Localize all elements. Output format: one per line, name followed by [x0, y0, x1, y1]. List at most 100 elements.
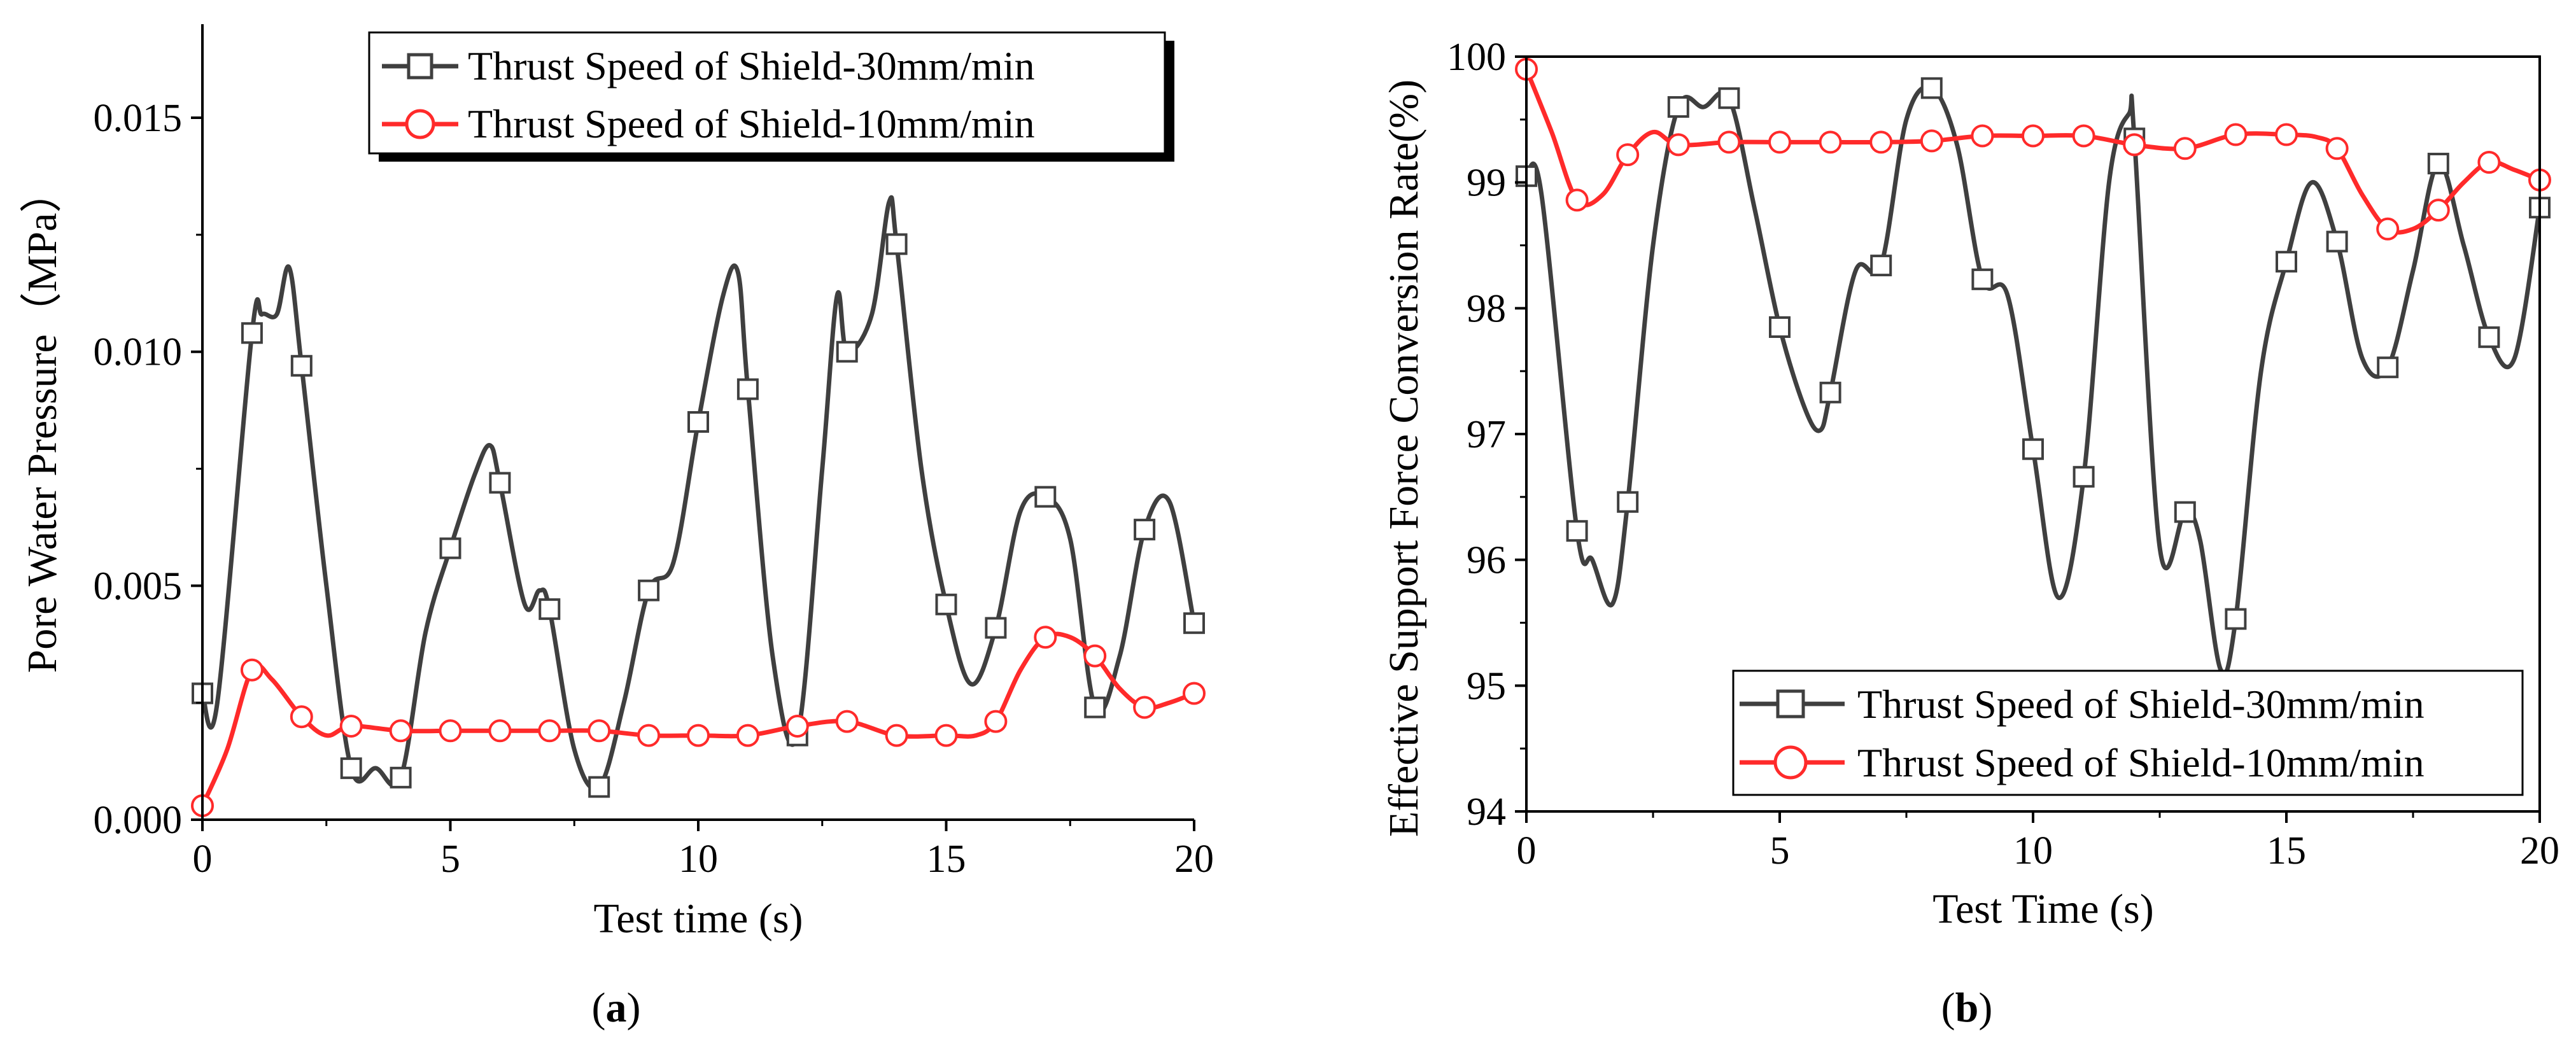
chart-b-series-1-point-7	[1869, 130, 1893, 154]
chart-a-series-1-point-16	[984, 710, 1008, 733]
chart-a-series-0-point-9	[638, 579, 660, 601]
chart-b-series-0-point-13	[2174, 501, 2196, 523]
chart-b-series-1-point-14	[2224, 123, 2248, 146]
chart-a-series-0-point-3	[340, 757, 362, 780]
chart-b-x-tick-label-2: 10	[2013, 829, 2053, 873]
chart-a-legend-marker-10	[405, 109, 435, 139]
chart-a-panel-label-open: (	[592, 985, 606, 1031]
chart-a-series-1-point-12	[785, 714, 809, 738]
chart-a-y-tick-label-1: 0.005	[94, 565, 183, 608]
chart-b-series-0-point-14	[2225, 608, 2247, 630]
chart-b-series-1-point-5	[1768, 130, 1791, 154]
chart-b-series-1-point-6	[1819, 130, 1842, 154]
chart-b-y-tick-label-4: 98	[1467, 287, 1506, 330]
chart-a-legend-label-30: Thrust Speed of Shield-30mm/min	[468, 43, 1035, 88]
chart-b-series-1-point-9	[1971, 124, 1994, 148]
chart-a-series-0-point-17	[1034, 486, 1057, 508]
chart-b-series-layer	[1515, 57, 2551, 677]
chart-b-series-1-point-1	[1565, 188, 1589, 212]
chart-a-series-1-point-2	[290, 705, 313, 729]
chart-a-y-axis-title: Pore Water Pressure（MPa）	[19, 171, 66, 673]
chart-a-series-0-point-14	[885, 233, 908, 255]
chart-a-series-1-point-20	[1183, 682, 1206, 705]
chart-b-series-1-point-17	[2376, 217, 2400, 241]
chart-b-y-tick-label-6: 100	[1447, 36, 1506, 79]
chart-b-legend-marker-30	[1776, 689, 1805, 719]
chart-b-series-1-point-11	[2072, 124, 2095, 148]
chart-b-series-0-point-19	[2478, 326, 2500, 348]
chart-a-x-tick-label-3: 15	[927, 838, 966, 881]
chart-a-x-tick-label-0: 0	[193, 838, 213, 881]
chart-b-y-tick-label-3: 97	[1467, 413, 1506, 456]
chart-a-legend-marker-30	[407, 53, 433, 80]
chart-b-legend-box	[1732, 670, 2524, 796]
chart-b-series-1-point-16	[2325, 137, 2349, 160]
chart-b-series-0-point-9	[1971, 268, 1994, 290]
chart-b-x-axis-title: Test Time (s)	[1932, 886, 2153, 932]
chart-b: Thrust Speed of Shield-30mm/min Thrust S…	[1381, 36, 2559, 1031]
chart-b-x-tick-label-1: 5	[1770, 829, 1790, 873]
chart-b-x-tick-label-3: 15	[2267, 829, 2306, 873]
chart-a-series-1-point-17	[1034, 626, 1057, 649]
chart-b-series-0-point-2	[1617, 491, 1639, 513]
chart-a-series-1-point-6	[488, 719, 512, 743]
chart-b-series-0-point-3	[1667, 96, 1689, 118]
chart-b-series-1-point-13	[2173, 137, 2197, 160]
chart-a-series-1-point-4	[389, 719, 412, 743]
chart-b-ticks: 0 5 10 15 20 94 95 96 97 98 99 100	[1447, 36, 2559, 873]
chart-b-legend-label-30: Thrust Speed of Shield-30mm/min	[1857, 682, 2425, 727]
chart-b-series-1-point-18	[2426, 199, 2450, 222]
chart-a-series-1-point-11	[736, 724, 759, 747]
chart-a-panel-label-close: )	[627, 985, 641, 1031]
chart-a-panel-label: (a)	[592, 985, 641, 1031]
chart-b-panel-label-close: )	[1978, 985, 1992, 1031]
chart-b-series-0-point-15	[2276, 251, 2297, 273]
chart-a-series-1-point-1	[240, 658, 264, 682]
chart-a-series-0-point-16	[985, 617, 1007, 639]
chart-a-series-1-point-18	[1083, 644, 1107, 668]
chart-b-panel-label-open: (	[1941, 985, 1955, 1031]
chart-a-legend-label-10: Thrust Speed of Shield-10mm/min	[468, 101, 1035, 146]
chart-a-series-1-point-13	[835, 710, 859, 733]
chart-a-series-1-point-7	[538, 719, 561, 743]
chart-a-series-1-point-5	[439, 719, 462, 743]
chart-a-series-0-point-1	[241, 322, 263, 344]
chart-b-series-0-point-4	[1718, 87, 1740, 109]
chart-b-series-1-point-12	[2123, 133, 2146, 157]
chart-b-series-1-point-19	[2477, 151, 2501, 174]
chart-a-ticks: 0 5 10 15 20 0.000 0.005 0.010 0.015	[94, 97, 1214, 881]
chart-a-x-tick-label-1: 5	[440, 838, 460, 881]
chart-b-legend-label-10: Thrust Speed of Shield-10mm/min	[1857, 740, 2425, 785]
chart-a-y-tick-label-0: 0.000	[94, 799, 183, 842]
chart-b-series-0-point-1	[1566, 520, 1588, 542]
chart-b-series-1-point-3	[1666, 133, 1690, 157]
chart-a-series-0-point-19	[1134, 519, 1156, 541]
chart-a-series-0-point-11	[736, 378, 759, 400]
chart-a-series-1-point-15	[934, 724, 958, 747]
chart-a-y-tick-label-3: 0.015	[94, 97, 183, 140]
chart-b-panel-label-letter: b	[1955, 985, 1979, 1031]
chart-a-series-0-point-10	[687, 411, 709, 433]
chart-b-series-0-point-8	[1920, 77, 1943, 99]
chart-a-series-0-point-13	[836, 340, 858, 363]
chart-b-series-0-point-6	[1819, 381, 1841, 403]
chart-b-x-tick-label-4: 20	[2520, 829, 2559, 873]
chart-a-series-0-point-7	[538, 598, 561, 621]
chart-a-series-0-point-18	[1084, 696, 1106, 719]
chart-a-series-0-point-4	[390, 766, 412, 789]
chart-b-y-tick-label-5: 99	[1467, 162, 1506, 205]
chart-b-series-1-point-15	[2275, 123, 2298, 146]
chart-b-series-1-point-8	[1920, 129, 1943, 153]
chart-a: Thrust Speed of Shield-30mm/min Thrust S…	[19, 24, 1214, 1031]
chart-a-series-0-point-2	[290, 354, 313, 377]
chart-b-legend: Thrust Speed of Shield-30mm/min Thrust S…	[1732, 670, 2524, 796]
chart-a-series-0-point-5	[439, 537, 461, 559]
chart-b-series-0-point-18	[2427, 153, 2449, 175]
chart-a-x-tick-label-4: 20	[1174, 838, 1214, 881]
chart-b-y-tick-label-2: 96	[1467, 539, 1506, 582]
chart-a-legend: Thrust Speed of Shield-30mm/min Thrust S…	[368, 31, 1174, 162]
chart-b-y-axis-title: Effective Support Force Conversion Rate(…	[1381, 80, 1427, 837]
chart-a-x-axis-title: Test time (s)	[594, 895, 803, 942]
